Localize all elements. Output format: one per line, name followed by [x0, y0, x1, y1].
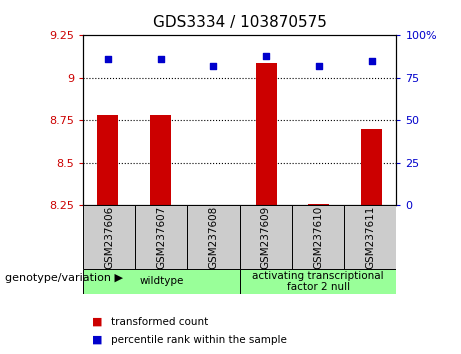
- Text: ■: ■: [92, 335, 103, 345]
- FancyBboxPatch shape: [188, 205, 240, 269]
- Text: GSM237606: GSM237606: [104, 206, 114, 269]
- FancyBboxPatch shape: [83, 205, 135, 269]
- Text: GSM237607: GSM237607: [156, 206, 166, 269]
- Text: GSM237611: GSM237611: [365, 205, 375, 269]
- Text: genotype/variation ▶: genotype/variation ▶: [5, 273, 123, 283]
- Point: [315, 63, 323, 69]
- Bar: [97, 115, 118, 205]
- Bar: [150, 115, 171, 205]
- FancyBboxPatch shape: [292, 205, 344, 269]
- Point: [104, 56, 112, 62]
- FancyBboxPatch shape: [344, 205, 396, 269]
- Text: transformed count: transformed count: [111, 317, 208, 327]
- Point: [157, 56, 164, 62]
- Text: GSM237608: GSM237608: [208, 206, 219, 269]
- Text: activating transcriptional
factor 2 null: activating transcriptional factor 2 null: [252, 270, 384, 292]
- FancyBboxPatch shape: [240, 269, 396, 294]
- Bar: [308, 204, 330, 205]
- Text: wildtype: wildtype: [139, 276, 183, 286]
- Point: [210, 63, 217, 69]
- Text: ■: ■: [92, 317, 103, 327]
- Text: GSM237610: GSM237610: [313, 206, 323, 269]
- Text: percentile rank within the sample: percentile rank within the sample: [111, 335, 287, 345]
- Point: [368, 58, 375, 64]
- FancyBboxPatch shape: [240, 205, 292, 269]
- FancyBboxPatch shape: [135, 205, 188, 269]
- Text: GSM237609: GSM237609: [261, 206, 271, 269]
- Bar: [255, 63, 277, 205]
- Point: [262, 53, 270, 59]
- Bar: [361, 129, 382, 205]
- Title: GDS3334 / 103870575: GDS3334 / 103870575: [153, 15, 327, 30]
- FancyBboxPatch shape: [83, 269, 240, 294]
